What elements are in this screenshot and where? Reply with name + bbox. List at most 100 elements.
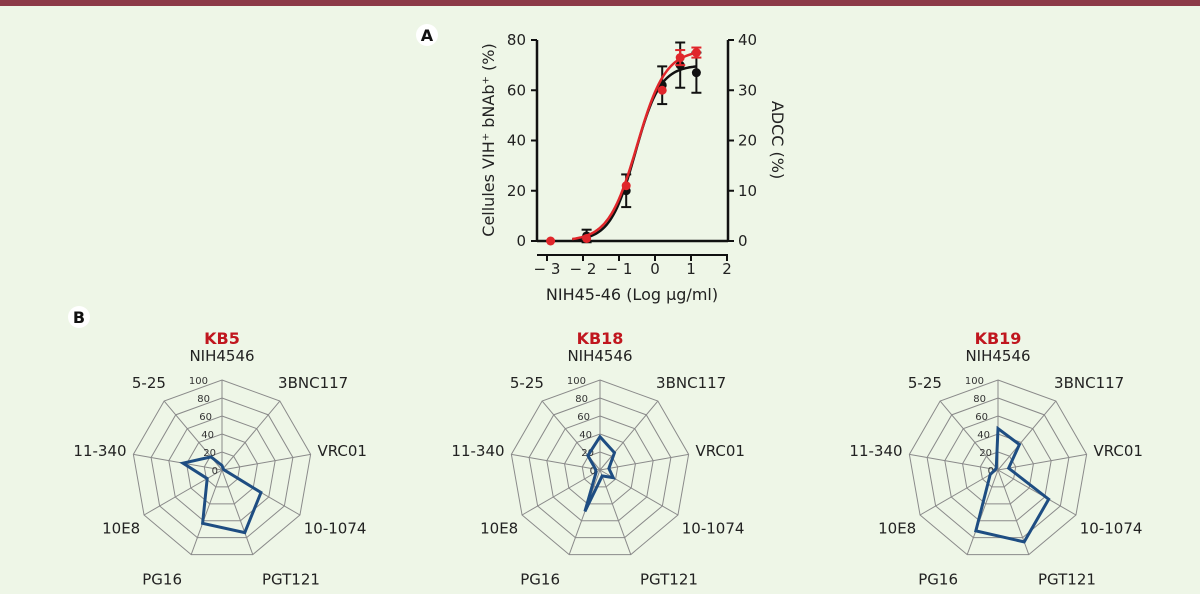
tick-label: 80 bbox=[575, 394, 588, 405]
x-tick-label: 1 bbox=[686, 260, 696, 278]
tick-label: 40 bbox=[579, 430, 592, 441]
grid-ring bbox=[168, 415, 276, 522]
data-point-right bbox=[657, 85, 667, 95]
axis-label: PG16 bbox=[520, 570, 560, 588]
tick-label: 0 bbox=[590, 466, 596, 477]
tick-label: 20 bbox=[203, 448, 216, 459]
panel-a-label: A bbox=[421, 26, 434, 45]
grid-spoke bbox=[599, 453, 689, 471]
panel-b-label: B bbox=[73, 308, 85, 327]
axis-label: 11-340 bbox=[73, 442, 126, 460]
grid-ring bbox=[944, 415, 1052, 522]
grid-spoke bbox=[133, 453, 223, 471]
axis-label: 3BNC117 bbox=[278, 374, 348, 392]
axis-label: NIH4546 bbox=[965, 347, 1030, 365]
axis-label: NIH4546 bbox=[567, 347, 632, 365]
axis-label: 3BNC117 bbox=[656, 374, 726, 392]
grid-ring bbox=[186, 433, 258, 505]
axis-label: PG16 bbox=[918, 570, 958, 588]
axis-label: NIH4546 bbox=[189, 347, 254, 365]
x-tick-label: − 2 bbox=[570, 260, 597, 278]
radar-title: KB18 bbox=[577, 329, 624, 348]
x-axis-title: NIH45-46 (Log µg/ml) bbox=[546, 285, 718, 304]
panel-b-badge bbox=[68, 306, 90, 328]
radar-series bbox=[974, 425, 1051, 544]
axis-label: 3BNC117 bbox=[1054, 374, 1124, 392]
axis-label: 10-1074 bbox=[682, 520, 745, 538]
axis-label: 11-340 bbox=[849, 442, 902, 460]
y-tick-label: 20 bbox=[507, 182, 526, 200]
grid-ring bbox=[546, 415, 654, 522]
data-point-right bbox=[691, 48, 701, 58]
tick-label: 80 bbox=[973, 394, 986, 405]
axis-label: VRC01 bbox=[317, 442, 367, 460]
axis-label: PGT121 bbox=[262, 570, 320, 588]
grid-spoke bbox=[599, 400, 659, 471]
grid-spoke bbox=[997, 469, 1077, 516]
panel-a-badge bbox=[416, 24, 438, 46]
tick-label: 60 bbox=[199, 412, 212, 423]
tick-label: 60 bbox=[975, 412, 988, 423]
y-tick-label-right: 20 bbox=[738, 132, 757, 150]
grid-spoke bbox=[511, 453, 601, 471]
data-point-right bbox=[621, 181, 631, 191]
grid-ring bbox=[962, 433, 1034, 505]
y-tick-label: 80 bbox=[507, 31, 526, 49]
tick-label: 60 bbox=[577, 412, 590, 423]
grid-ring bbox=[528, 397, 672, 539]
tick-label: 100 bbox=[965, 376, 984, 387]
tick-label: 100 bbox=[189, 376, 208, 387]
grid-spoke bbox=[909, 453, 999, 471]
data-point-left bbox=[691, 68, 701, 78]
grid-ring bbox=[203, 451, 241, 488]
y-axis-title: Cellules VIH⁺ bNAb⁺ (%) bbox=[479, 43, 498, 236]
y-tick-label: 60 bbox=[507, 81, 526, 99]
radar-title: KB19 bbox=[975, 329, 1022, 348]
grid-ring bbox=[564, 433, 636, 505]
grid-spoke bbox=[221, 453, 311, 471]
grid-spoke bbox=[568, 469, 601, 555]
axis-label: 10-1074 bbox=[1080, 520, 1143, 538]
tick-label: 40 bbox=[977, 430, 990, 441]
grid-ring bbox=[926, 397, 1070, 539]
grid-spoke bbox=[997, 453, 1087, 471]
axis-label: VRC01 bbox=[695, 442, 745, 460]
y-tick-label: 0 bbox=[516, 232, 526, 250]
grid-spoke bbox=[919, 469, 999, 516]
y-axis-title-right: ADCC (%) bbox=[768, 101, 787, 179]
axis-label: PGT121 bbox=[640, 570, 698, 588]
x-tick-label: 0 bbox=[650, 260, 660, 278]
axis-label: PG16 bbox=[142, 570, 182, 588]
grid-spoke bbox=[521, 469, 601, 516]
radar-series bbox=[179, 455, 263, 535]
axis-label: 11-340 bbox=[451, 442, 504, 460]
axis-label: 5-25 bbox=[510, 374, 544, 392]
grid-spoke bbox=[221, 400, 281, 471]
tick-label: 100 bbox=[567, 376, 586, 387]
y-tick-label-right: 40 bbox=[738, 31, 757, 49]
grid-ring bbox=[581, 451, 619, 488]
axis-label: 5-25 bbox=[908, 374, 942, 392]
grid-ring bbox=[132, 379, 312, 556]
grid-ring bbox=[908, 379, 1088, 556]
grid-ring bbox=[150, 397, 294, 539]
radar-series bbox=[583, 434, 617, 513]
axis-label: VRC01 bbox=[1093, 442, 1143, 460]
x-tick-label: − 3 bbox=[534, 260, 561, 278]
axis-label: 5-25 bbox=[132, 374, 166, 392]
tick-label: 20 bbox=[979, 448, 992, 459]
tick-label: 0 bbox=[212, 466, 218, 477]
axis-label: PGT121 bbox=[1038, 570, 1096, 588]
y-tick-label-right: 10 bbox=[738, 182, 757, 200]
tick-label: 0 bbox=[988, 466, 994, 477]
axis-label: 10E8 bbox=[878, 520, 916, 538]
tick-label: 80 bbox=[197, 394, 210, 405]
x-tick-label: − 1 bbox=[606, 260, 633, 278]
data-point-right bbox=[582, 233, 592, 243]
axis-label: 10-1074 bbox=[304, 520, 367, 538]
grid-spoke bbox=[966, 469, 999, 555]
